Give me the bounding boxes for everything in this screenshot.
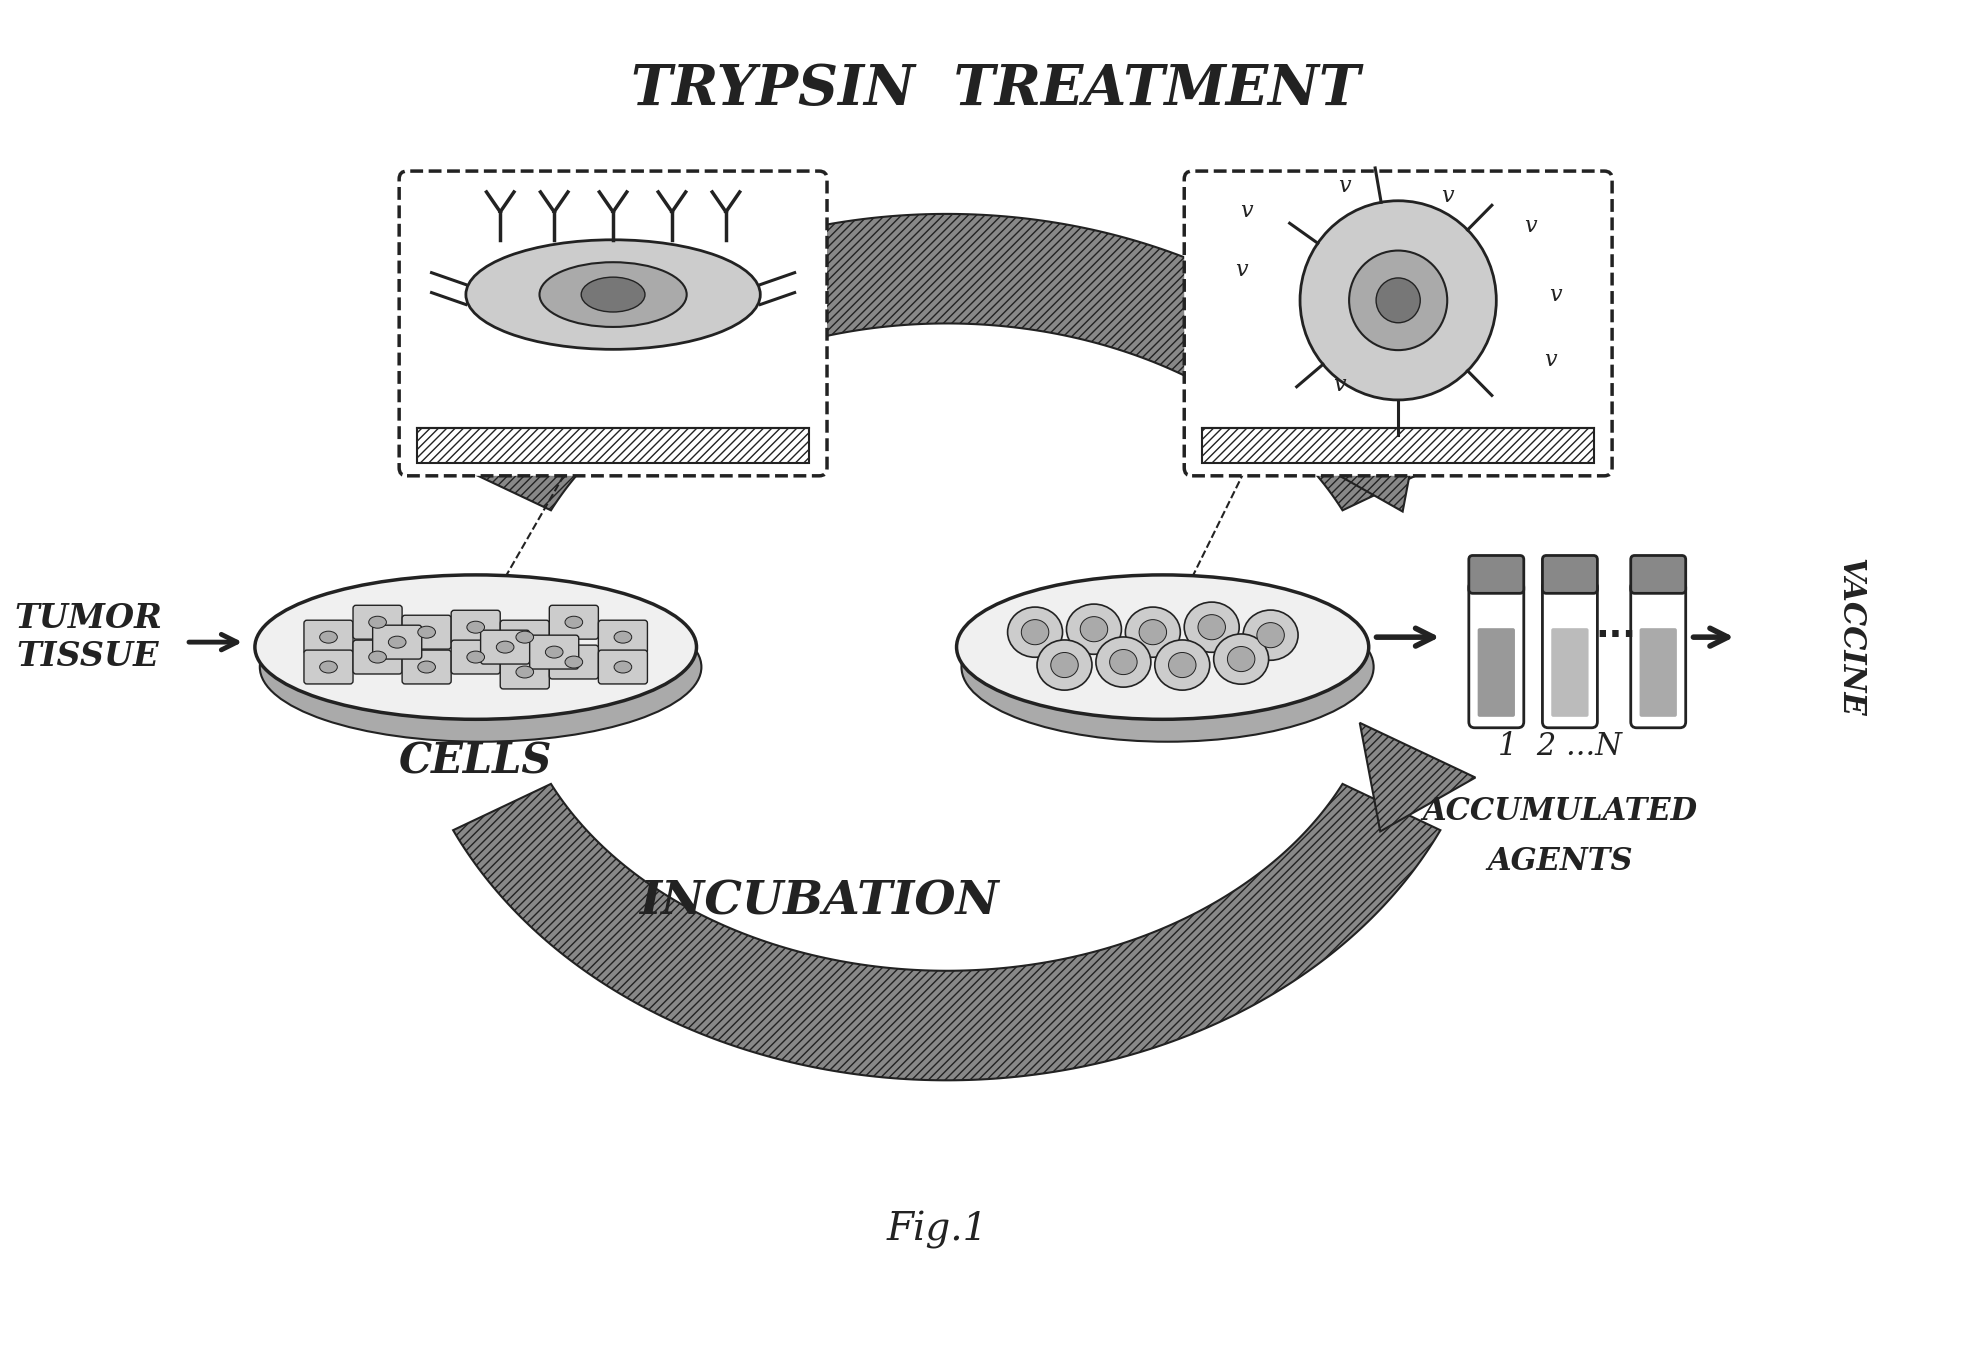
Ellipse shape	[546, 647, 563, 659]
FancyBboxPatch shape	[401, 616, 451, 649]
Ellipse shape	[1376, 277, 1419, 323]
Ellipse shape	[1198, 614, 1226, 640]
Bar	[1202, 428, 1593, 463]
FancyBboxPatch shape	[500, 620, 550, 655]
Ellipse shape	[565, 616, 583, 628]
Ellipse shape	[417, 626, 435, 638]
Text: v: v	[1240, 199, 1251, 222]
Ellipse shape	[1095, 637, 1151, 687]
Polygon shape	[453, 784, 1441, 1080]
Ellipse shape	[1125, 607, 1180, 657]
FancyBboxPatch shape	[451, 640, 500, 674]
FancyBboxPatch shape	[1631, 555, 1686, 593]
FancyBboxPatch shape	[500, 655, 550, 688]
FancyBboxPatch shape	[1477, 628, 1514, 717]
Ellipse shape	[1155, 640, 1210, 690]
FancyBboxPatch shape	[354, 640, 401, 674]
Ellipse shape	[467, 651, 484, 663]
Polygon shape	[453, 214, 1441, 511]
FancyBboxPatch shape	[304, 651, 354, 684]
Ellipse shape	[516, 665, 534, 678]
Text: v: v	[1338, 175, 1350, 197]
FancyBboxPatch shape	[1469, 582, 1524, 727]
Ellipse shape	[259, 593, 702, 742]
Ellipse shape	[961, 593, 1374, 742]
Ellipse shape	[1109, 649, 1137, 675]
FancyBboxPatch shape	[372, 625, 421, 659]
Ellipse shape	[1050, 652, 1077, 678]
Polygon shape	[1307, 403, 1423, 512]
Ellipse shape	[1184, 602, 1240, 652]
Ellipse shape	[370, 616, 386, 628]
Ellipse shape	[1301, 201, 1497, 400]
Text: v: v	[1548, 284, 1562, 306]
Ellipse shape	[1066, 603, 1121, 655]
Ellipse shape	[1244, 610, 1299, 660]
Ellipse shape	[615, 661, 633, 674]
Ellipse shape	[540, 263, 686, 327]
Ellipse shape	[1008, 607, 1062, 657]
Ellipse shape	[417, 661, 435, 674]
FancyBboxPatch shape	[599, 620, 646, 655]
Text: Fig.1: Fig.1	[886, 1211, 988, 1249]
Ellipse shape	[1228, 647, 1255, 672]
FancyBboxPatch shape	[1542, 555, 1597, 593]
FancyBboxPatch shape	[304, 620, 354, 655]
Bar	[417, 428, 809, 463]
Ellipse shape	[615, 632, 633, 643]
Text: TUMOR
TISSUE: TUMOR TISSUE	[14, 602, 162, 672]
Ellipse shape	[1348, 251, 1447, 350]
FancyBboxPatch shape	[550, 645, 599, 679]
Ellipse shape	[467, 240, 761, 349]
Text: INCUBATION: INCUBATION	[639, 878, 998, 924]
Ellipse shape	[370, 651, 386, 663]
Ellipse shape	[320, 661, 338, 674]
Polygon shape	[1360, 723, 1475, 831]
Text: v: v	[1332, 374, 1346, 396]
Ellipse shape	[467, 621, 484, 633]
Ellipse shape	[496, 641, 514, 653]
Ellipse shape	[1038, 640, 1091, 690]
FancyBboxPatch shape	[599, 651, 646, 684]
FancyBboxPatch shape	[550, 605, 599, 638]
Text: CELLS: CELLS	[399, 741, 552, 783]
Ellipse shape	[565, 656, 583, 668]
Ellipse shape	[957, 575, 1368, 719]
Text: v: v	[1236, 260, 1247, 282]
Text: TRYPSIN  TREATMENT: TRYPSIN TREATMENT	[631, 62, 1360, 117]
Ellipse shape	[1168, 652, 1196, 678]
Ellipse shape	[1139, 620, 1166, 645]
Text: VACCINE: VACCINE	[1835, 558, 1864, 717]
Ellipse shape	[387, 636, 405, 648]
FancyBboxPatch shape	[1469, 555, 1524, 593]
FancyBboxPatch shape	[480, 630, 530, 664]
Ellipse shape	[1214, 634, 1269, 684]
FancyBboxPatch shape	[401, 651, 451, 684]
Ellipse shape	[581, 277, 645, 313]
Text: v: v	[1524, 214, 1536, 237]
Text: v: v	[1441, 185, 1453, 207]
Text: 1  2 ...N: 1 2 ...N	[1499, 731, 1621, 762]
FancyBboxPatch shape	[1184, 171, 1611, 475]
FancyBboxPatch shape	[451, 610, 500, 644]
Ellipse shape	[1022, 620, 1050, 645]
FancyBboxPatch shape	[1542, 582, 1597, 727]
Ellipse shape	[1257, 622, 1285, 648]
Text: v: v	[1544, 349, 1556, 370]
Text: ...: ...	[1595, 610, 1637, 644]
FancyBboxPatch shape	[399, 171, 826, 475]
FancyBboxPatch shape	[530, 636, 579, 669]
Ellipse shape	[255, 575, 696, 719]
Text: ACCUMULATED: ACCUMULATED	[1423, 796, 1698, 827]
Ellipse shape	[1079, 617, 1107, 641]
Ellipse shape	[320, 632, 338, 643]
FancyBboxPatch shape	[1639, 628, 1676, 717]
Ellipse shape	[516, 632, 534, 643]
FancyBboxPatch shape	[1552, 628, 1590, 717]
FancyBboxPatch shape	[1631, 582, 1686, 727]
Text: AGENTS: AGENTS	[1487, 846, 1633, 877]
FancyBboxPatch shape	[354, 605, 401, 638]
